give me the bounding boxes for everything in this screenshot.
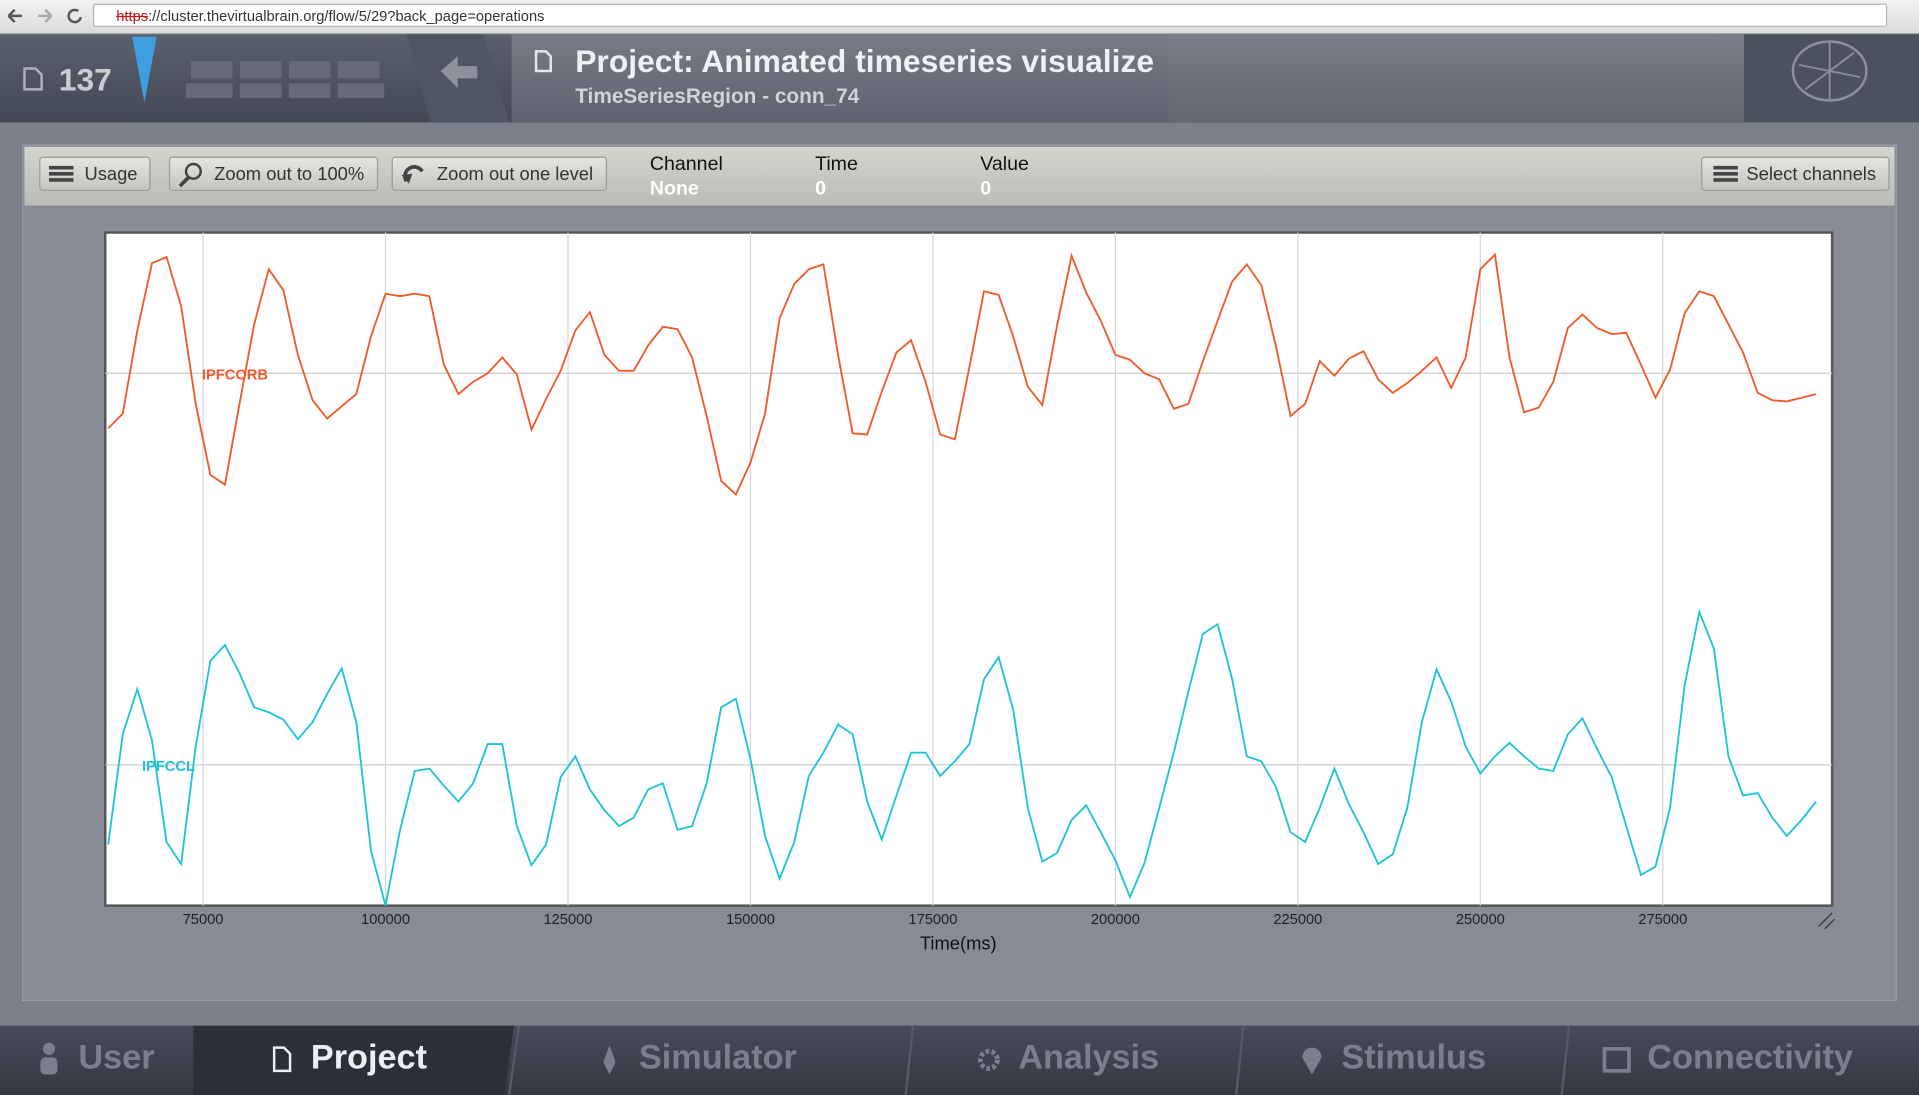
x-tick-label: 175000 — [908, 912, 957, 928]
x-tick-label: 100000 — [361, 912, 410, 928]
nav-tab[interactable]: Connectivity — [1647, 1037, 1853, 1076]
info-label: Channel — [649, 154, 723, 176]
nav-tab[interactable]: Simulator — [638, 1037, 797, 1076]
x-axis-label: Time(ms) — [920, 933, 997, 954]
x-tick-label: 75000 — [183, 912, 224, 928]
x-tick-label: 125000 — [543, 912, 592, 928]
nav-tab[interactable]: Project — [310, 1037, 428, 1076]
subtitle: TimeSeriesRegion - conn_74 — [575, 84, 860, 108]
series-line — [107, 252, 1817, 496]
url-text: ://cluster.thevirtualbrain.org/flow/5/29… — [148, 7, 545, 25]
bottom-nav — [0, 1025, 1919, 1095]
browser-bar: https://cluster.thevirtualbrain.org/flow… — [0, 0, 1919, 35]
project-title: Project: Animated timeseries visualize — [575, 42, 1155, 80]
chart: Time(ms) 75000 100000 125000 150000 175000 20… — [104, 231, 1835, 954]
series-line — [107, 608, 1817, 906]
nav-tab[interactable]: Stimulus — [1341, 1037, 1487, 1076]
channel-label: IPFCCL — [142, 759, 195, 775]
x-tick-label: 150000 — [726, 912, 775, 928]
info-value: 0 — [980, 178, 992, 200]
doc-icon — [534, 50, 552, 73]
nav-tab[interactable]: Analysis — [1018, 1037, 1160, 1076]
info-label: Value — [980, 154, 1029, 176]
button-icons — [48, 162, 1738, 188]
url-scheme: https — [116, 7, 149, 25]
operation-count: 137 — [58, 61, 112, 98]
x-tick-label: 225000 — [1273, 912, 1322, 928]
header-panel — [1168, 34, 1744, 123]
channel-label: IPFCORB — [202, 367, 268, 383]
resize-handle[interactable] — [1818, 912, 1835, 930]
title-box: Project: Animated timeseries visualize T… — [511, 34, 1191, 123]
nav-decor — [40, 1025, 1631, 1095]
x-tick-label: 250000 — [1456, 912, 1505, 928]
nav-tab[interactable]: User — [78, 1037, 155, 1076]
info-value: None — [649, 178, 699, 200]
header-decor — [23, 34, 1919, 123]
plot-area — [104, 231, 1834, 907]
info-label: Time — [815, 154, 858, 176]
zoom-100-button[interactable]: Zoom out to 100% — [168, 156, 378, 191]
x-tick-label: 275000 — [1638, 912, 1687, 928]
info-value: 0 — [815, 178, 826, 200]
nav-buttons[interactable] — [5, 6, 86, 26]
x-tick-label: 200000 — [1091, 912, 1140, 928]
url-bar[interactable]: https://cluster.thevirtualbrain.org/flow… — [93, 3, 1888, 27]
zoom-level-button[interactable]: Zoom out one level — [391, 156, 607, 191]
